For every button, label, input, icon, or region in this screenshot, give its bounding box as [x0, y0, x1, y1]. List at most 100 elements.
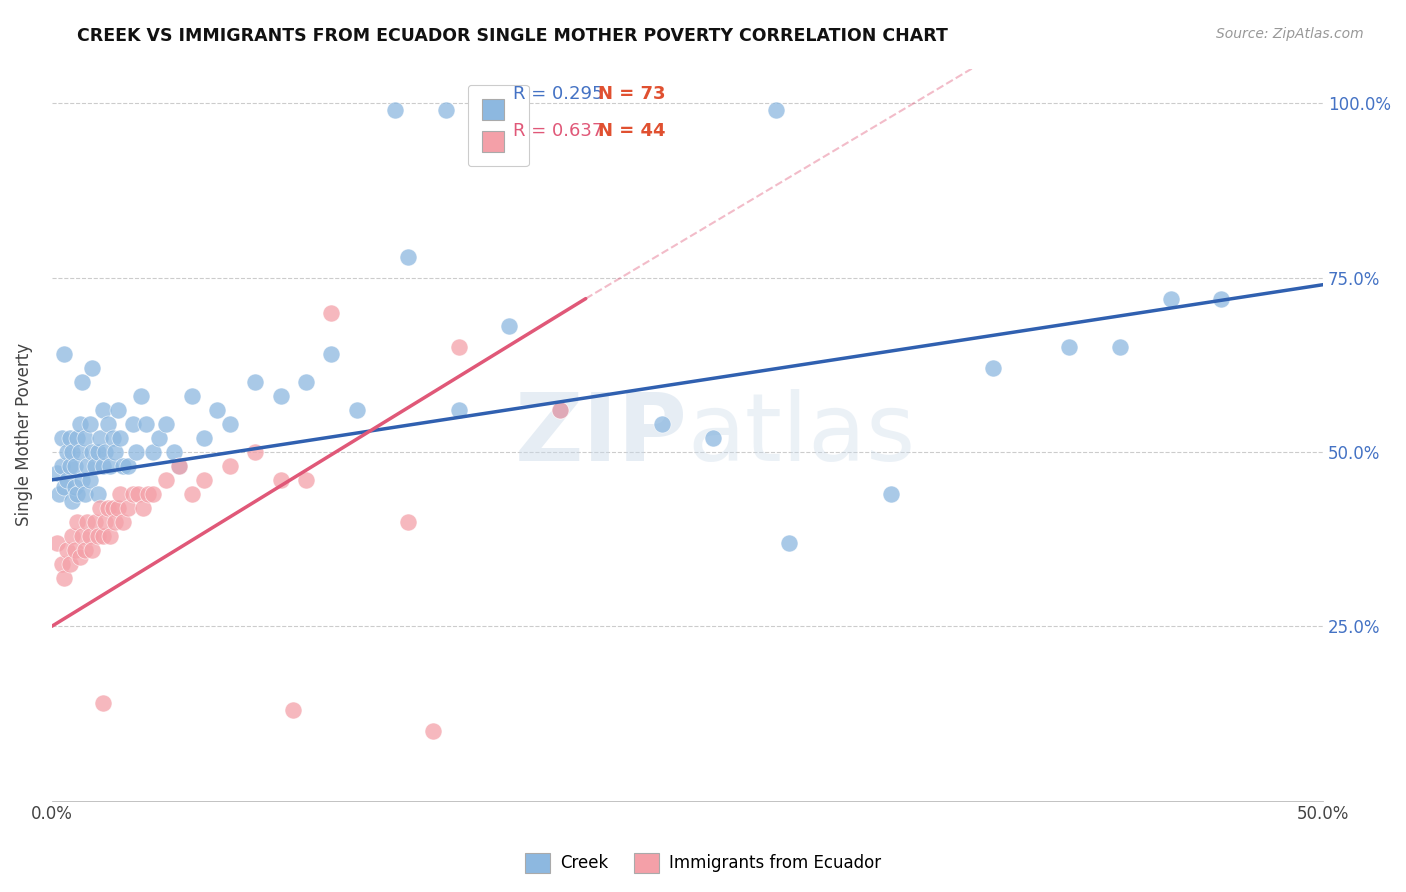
Point	[163, 445, 186, 459]
Text: atlas: atlas	[688, 389, 915, 481]
Point	[60, 445, 83, 459]
Point	[60, 493, 83, 508]
Point	[167, 458, 190, 473]
Point	[51, 458, 73, 473]
Legend: , : ,	[468, 85, 529, 166]
Point	[76, 515, 98, 529]
Point	[79, 473, 101, 487]
Point	[243, 376, 266, 390]
Point	[434, 103, 457, 118]
Point	[142, 487, 165, 501]
Point	[53, 480, 76, 494]
Point	[270, 389, 292, 403]
Point	[122, 487, 145, 501]
Point	[48, 487, 70, 501]
Point	[86, 445, 108, 459]
Point	[86, 529, 108, 543]
Point	[148, 431, 170, 445]
Point	[193, 473, 215, 487]
Legend: Creek, Immigrants from Ecuador: Creek, Immigrants from Ecuador	[519, 847, 887, 880]
Point	[142, 445, 165, 459]
Point	[97, 500, 120, 515]
Point	[82, 542, 104, 557]
Point	[98, 529, 121, 543]
Point	[651, 417, 673, 431]
Point	[124, 445, 146, 459]
Point	[283, 703, 305, 717]
Point	[117, 458, 139, 473]
Point	[89, 500, 111, 515]
Point	[45, 466, 67, 480]
Point	[129, 389, 152, 403]
Point	[138, 487, 160, 501]
Point	[270, 473, 292, 487]
Point	[321, 305, 343, 319]
Text: CREEK VS IMMIGRANTS FROM ECUADOR SINGLE MOTHER POVERTY CORRELATION CHART: CREEK VS IMMIGRANTS FROM ECUADOR SINGLE …	[77, 27, 948, 45]
Point	[69, 549, 91, 564]
Point	[58, 557, 80, 571]
Point	[550, 403, 572, 417]
Point	[82, 361, 104, 376]
Point	[89, 431, 111, 445]
Point	[66, 431, 89, 445]
Point	[111, 515, 134, 529]
Point	[69, 445, 91, 459]
Point	[122, 417, 145, 431]
Point	[167, 458, 190, 473]
Point	[346, 403, 368, 417]
Point	[447, 340, 470, 354]
Point	[218, 458, 240, 473]
Text: Source: ZipAtlas.com: Source: ZipAtlas.com	[1216, 27, 1364, 41]
Point	[73, 487, 96, 501]
Point	[101, 431, 124, 445]
Point	[127, 487, 149, 501]
Point	[107, 403, 129, 417]
Point	[84, 458, 107, 473]
Point	[295, 376, 318, 390]
Point	[94, 445, 117, 459]
Point	[111, 458, 134, 473]
Point	[981, 361, 1004, 376]
Point	[73, 431, 96, 445]
Point	[79, 529, 101, 543]
Point	[63, 458, 86, 473]
Point	[72, 529, 94, 543]
Point	[155, 417, 177, 431]
Point	[73, 542, 96, 557]
Point	[72, 473, 94, 487]
Point	[135, 417, 157, 431]
Text: N = 44: N = 44	[599, 121, 666, 140]
Point	[1211, 292, 1233, 306]
Point	[66, 515, 89, 529]
Point	[94, 515, 117, 529]
Point	[72, 376, 94, 390]
Point	[91, 696, 114, 710]
Point	[51, 431, 73, 445]
Point	[778, 535, 800, 549]
Point	[86, 487, 108, 501]
Point	[447, 403, 470, 417]
Point	[63, 542, 86, 557]
Point	[295, 473, 318, 487]
Point	[110, 487, 132, 501]
Point	[84, 515, 107, 529]
Text: ZIP: ZIP	[515, 389, 688, 481]
Point	[101, 500, 124, 515]
Point	[45, 535, 67, 549]
Point	[66, 487, 89, 501]
Point	[1160, 292, 1182, 306]
Point	[60, 529, 83, 543]
Point	[51, 557, 73, 571]
Point	[104, 515, 127, 529]
Text: N = 73: N = 73	[599, 85, 666, 103]
Point	[396, 515, 419, 529]
Point	[117, 500, 139, 515]
Point	[193, 431, 215, 445]
Point	[155, 473, 177, 487]
Point	[880, 487, 903, 501]
Point	[1057, 340, 1080, 354]
Point	[69, 417, 91, 431]
Point	[76, 458, 98, 473]
Point	[765, 103, 787, 118]
Point	[91, 529, 114, 543]
